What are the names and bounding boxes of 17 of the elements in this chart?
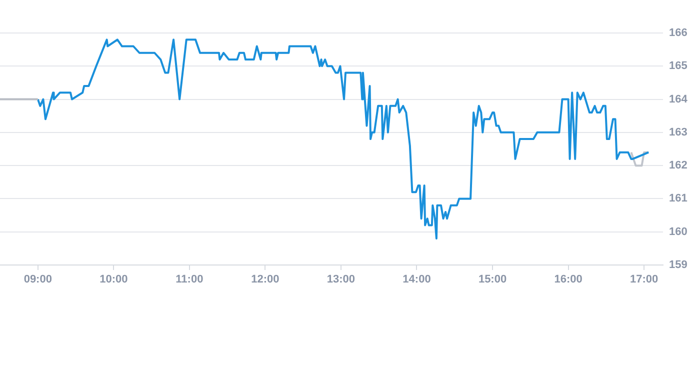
x-tick-label: 17:00 (630, 274, 658, 286)
y-tick-label: 165 (669, 60, 688, 72)
x-tick-label: 10:00 (100, 274, 128, 286)
y-tick-label: 160 (669, 226, 688, 238)
x-tick-label: 15:00 (478, 274, 507, 286)
y-tick-label: 162 (669, 160, 688, 172)
x-tick-label: 11:00 (176, 274, 204, 286)
y-tick-label: 164 (669, 93, 688, 106)
y-tick-label: 159 (669, 259, 688, 272)
y-tick-label: 161 (669, 192, 688, 205)
x-tick-label: 16:00 (554, 274, 582, 286)
x-tick-label: 12:00 (251, 274, 280, 286)
y-tick-label: 163 (669, 126, 688, 138)
x-tick-label: 13:00 (326, 274, 356, 286)
x-tick-label: 14:00 (402, 274, 431, 286)
y-tick-label: 166 (669, 27, 688, 40)
x-tick-label: 09:00 (24, 274, 52, 286)
